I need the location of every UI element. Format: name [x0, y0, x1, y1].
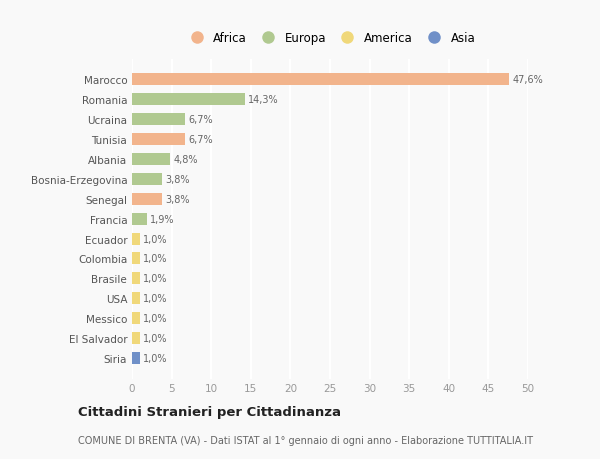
- Text: 6,7%: 6,7%: [188, 115, 213, 125]
- Text: 1,0%: 1,0%: [143, 294, 167, 303]
- Text: 47,6%: 47,6%: [512, 75, 543, 85]
- Bar: [132, 233, 140, 245]
- Bar: [132, 332, 140, 344]
- Bar: [132, 313, 140, 325]
- Bar: [132, 74, 509, 86]
- Text: 1,0%: 1,0%: [143, 333, 167, 343]
- Text: 4,8%: 4,8%: [173, 155, 197, 165]
- Bar: [132, 193, 162, 205]
- Text: 1,0%: 1,0%: [143, 274, 167, 284]
- Text: Cittadini Stranieri per Cittadinanza: Cittadini Stranieri per Cittadinanza: [78, 405, 341, 419]
- Bar: [132, 94, 245, 106]
- Bar: [132, 154, 170, 166]
- Bar: [132, 114, 185, 126]
- Text: 1,0%: 1,0%: [143, 254, 167, 264]
- Bar: [132, 213, 147, 225]
- Bar: [132, 174, 162, 185]
- Text: COMUNE DI BRENTA (VA) - Dati ISTAT al 1° gennaio di ogni anno - Elaborazione TUT: COMUNE DI BRENTA (VA) - Dati ISTAT al 1°…: [78, 435, 533, 445]
- Text: 1,0%: 1,0%: [143, 353, 167, 363]
- Bar: [132, 352, 140, 364]
- Bar: [132, 134, 185, 146]
- Text: 1,9%: 1,9%: [150, 214, 175, 224]
- Bar: [132, 293, 140, 305]
- Text: 6,7%: 6,7%: [188, 135, 213, 145]
- Legend: Africa, Europa, America, Asia: Africa, Europa, America, Asia: [181, 29, 479, 49]
- Text: 3,8%: 3,8%: [165, 174, 190, 185]
- Text: 3,8%: 3,8%: [165, 194, 190, 204]
- Text: 14,3%: 14,3%: [248, 95, 279, 105]
- Text: 1,0%: 1,0%: [143, 234, 167, 244]
- Bar: [132, 253, 140, 265]
- Bar: [132, 273, 140, 285]
- Text: 1,0%: 1,0%: [143, 313, 167, 324]
